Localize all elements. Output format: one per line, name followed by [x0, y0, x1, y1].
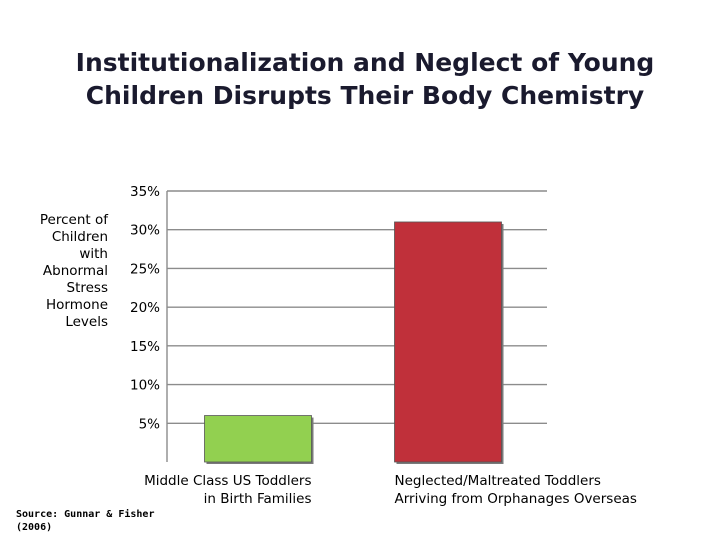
title-line-1: Institutionalization and Neglect of Youn… [75, 48, 655, 77]
category-label: in Birth Families [204, 491, 312, 507]
category-label: Middle Class US Toddlers [144, 473, 311, 489]
source-citation: Source: Gunnar & Fisher (2006) [16, 509, 155, 533]
category-label: Arriving from Orphanages Overseas [395, 491, 637, 507]
y-axis-label: Percent of Children with Abnormal Stress… [39, 212, 108, 330]
bar-1 [204, 415, 312, 463]
bar-2 [394, 221, 502, 463]
category-label: Neglected/Maltreated Toddlers [395, 473, 601, 489]
y-tick-label: 5% [139, 416, 161, 432]
y-tick-label: 20% [130, 300, 160, 316]
y-tick-label: 30% [130, 223, 160, 239]
title-line-2: Children Disrupts Their Body Chemistry [85, 81, 645, 110]
y-tick-label: 25% [130, 261, 160, 277]
chart-title: Institutionalization and Neglect of Youn… [20, 46, 710, 112]
y-tick-label: 15% [130, 339, 160, 355]
y-tick-label: 35% [130, 184, 160, 200]
y-tick-label: 10% [130, 378, 160, 394]
